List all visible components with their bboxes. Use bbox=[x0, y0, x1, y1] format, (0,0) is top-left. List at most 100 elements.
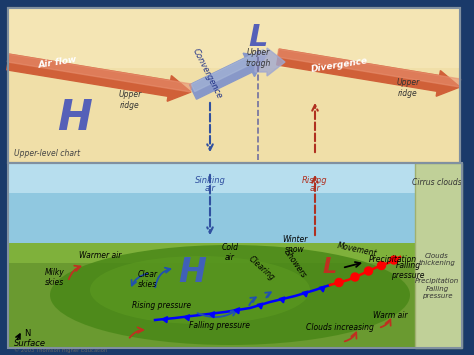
Bar bbox=[8, 167, 415, 168]
Bar bbox=[8, 209, 415, 210]
Bar bbox=[8, 197, 415, 198]
Bar bbox=[8, 168, 415, 169]
Text: Precipitation: Precipitation bbox=[415, 278, 459, 284]
Bar bbox=[8, 208, 415, 209]
Bar bbox=[8, 215, 415, 216]
Text: Divergence: Divergence bbox=[311, 56, 369, 74]
Bar bbox=[8, 214, 415, 215]
Bar bbox=[8, 243, 415, 348]
Text: Rising pressure: Rising pressure bbox=[132, 301, 191, 310]
Text: H: H bbox=[57, 97, 92, 139]
Bar bbox=[8, 207, 415, 208]
Bar bbox=[8, 212, 415, 213]
Bar bbox=[8, 163, 415, 164]
Text: Milky
skies: Milky skies bbox=[45, 268, 65, 287]
Text: Cirrus clouds: Cirrus clouds bbox=[412, 178, 462, 187]
Bar bbox=[8, 196, 415, 197]
Bar bbox=[8, 201, 415, 202]
Text: Showers: Showers bbox=[282, 248, 308, 280]
Text: Cold
air: Cold air bbox=[221, 242, 238, 262]
Text: Winter
snow: Winter snow bbox=[283, 235, 308, 254]
Text: Movement: Movement bbox=[336, 241, 378, 258]
Bar bbox=[8, 192, 415, 193]
Bar bbox=[8, 8, 460, 163]
Bar bbox=[8, 184, 415, 185]
Bar bbox=[8, 163, 462, 348]
Text: Clear
skies: Clear skies bbox=[138, 269, 158, 289]
Text: © 2003 Thomson Higher Education: © 2003 Thomson Higher Education bbox=[14, 348, 107, 353]
Bar bbox=[8, 213, 415, 214]
Bar bbox=[8, 163, 415, 193]
Text: Upper
trough: Upper trough bbox=[246, 48, 271, 68]
Bar bbox=[8, 193, 415, 194]
Bar bbox=[8, 211, 415, 212]
Text: Falling
pressure: Falling pressure bbox=[391, 261, 425, 280]
Bar bbox=[8, 194, 415, 195]
Bar bbox=[8, 178, 415, 179]
Text: Convergence: Convergence bbox=[191, 47, 224, 101]
Text: Surface: Surface bbox=[14, 339, 46, 348]
Text: Upper
ridge: Upper ridge bbox=[118, 90, 142, 110]
Bar bbox=[8, 179, 415, 180]
Circle shape bbox=[335, 279, 343, 286]
Bar bbox=[8, 173, 415, 174]
Bar bbox=[8, 169, 415, 170]
FancyArrow shape bbox=[7, 54, 191, 101]
Text: Warm air: Warm air bbox=[373, 311, 407, 320]
Bar bbox=[8, 198, 415, 199]
Bar bbox=[8, 202, 415, 203]
Bar bbox=[8, 163, 415, 243]
Bar bbox=[8, 186, 415, 187]
Text: Rising: Rising bbox=[302, 176, 328, 185]
Text: L: L bbox=[248, 23, 268, 53]
Text: Falling pressure: Falling pressure bbox=[190, 321, 250, 330]
FancyArrow shape bbox=[8, 54, 191, 92]
Bar bbox=[8, 177, 415, 178]
Bar bbox=[8, 206, 415, 207]
Bar bbox=[8, 210, 415, 211]
FancyArrow shape bbox=[191, 49, 267, 92]
Bar bbox=[8, 166, 415, 167]
Bar bbox=[8, 200, 415, 201]
Text: H: H bbox=[178, 256, 206, 289]
FancyArrow shape bbox=[277, 49, 460, 96]
Circle shape bbox=[365, 267, 373, 275]
Bar bbox=[8, 191, 415, 192]
Bar bbox=[8, 205, 415, 206]
FancyArrow shape bbox=[255, 48, 285, 76]
Text: L: L bbox=[323, 257, 337, 277]
Bar bbox=[8, 170, 415, 171]
Bar bbox=[8, 216, 415, 217]
Bar bbox=[8, 164, 415, 165]
Bar bbox=[8, 181, 415, 182]
Circle shape bbox=[390, 256, 398, 264]
Text: Upper
ridge: Upper ridge bbox=[396, 78, 419, 98]
FancyBboxPatch shape bbox=[8, 8, 460, 163]
Bar bbox=[8, 217, 415, 218]
Bar bbox=[8, 189, 415, 190]
Bar bbox=[8, 175, 415, 176]
Bar bbox=[8, 176, 415, 177]
Bar bbox=[8, 180, 415, 181]
Text: air: air bbox=[204, 184, 216, 193]
Text: Falling
pressure: Falling pressure bbox=[422, 286, 452, 299]
Text: Air flow: Air flow bbox=[38, 54, 78, 70]
Text: Clouds
thickening: Clouds thickening bbox=[419, 253, 456, 266]
Text: Warmer air: Warmer air bbox=[79, 251, 121, 260]
Bar bbox=[8, 243, 415, 263]
Bar bbox=[8, 187, 415, 188]
Text: Clearing: Clearing bbox=[247, 254, 277, 282]
FancyBboxPatch shape bbox=[8, 8, 460, 68]
Ellipse shape bbox=[90, 256, 310, 324]
Bar bbox=[8, 195, 415, 196]
Bar bbox=[8, 185, 415, 186]
Circle shape bbox=[351, 273, 359, 281]
Bar bbox=[8, 172, 415, 173]
Bar bbox=[8, 203, 415, 204]
Bar bbox=[8, 165, 415, 166]
Text: Sinking: Sinking bbox=[194, 176, 226, 185]
Bar bbox=[8, 183, 415, 184]
FancyArrow shape bbox=[190, 53, 265, 99]
Bar bbox=[415, 163, 462, 348]
Ellipse shape bbox=[50, 245, 410, 345]
